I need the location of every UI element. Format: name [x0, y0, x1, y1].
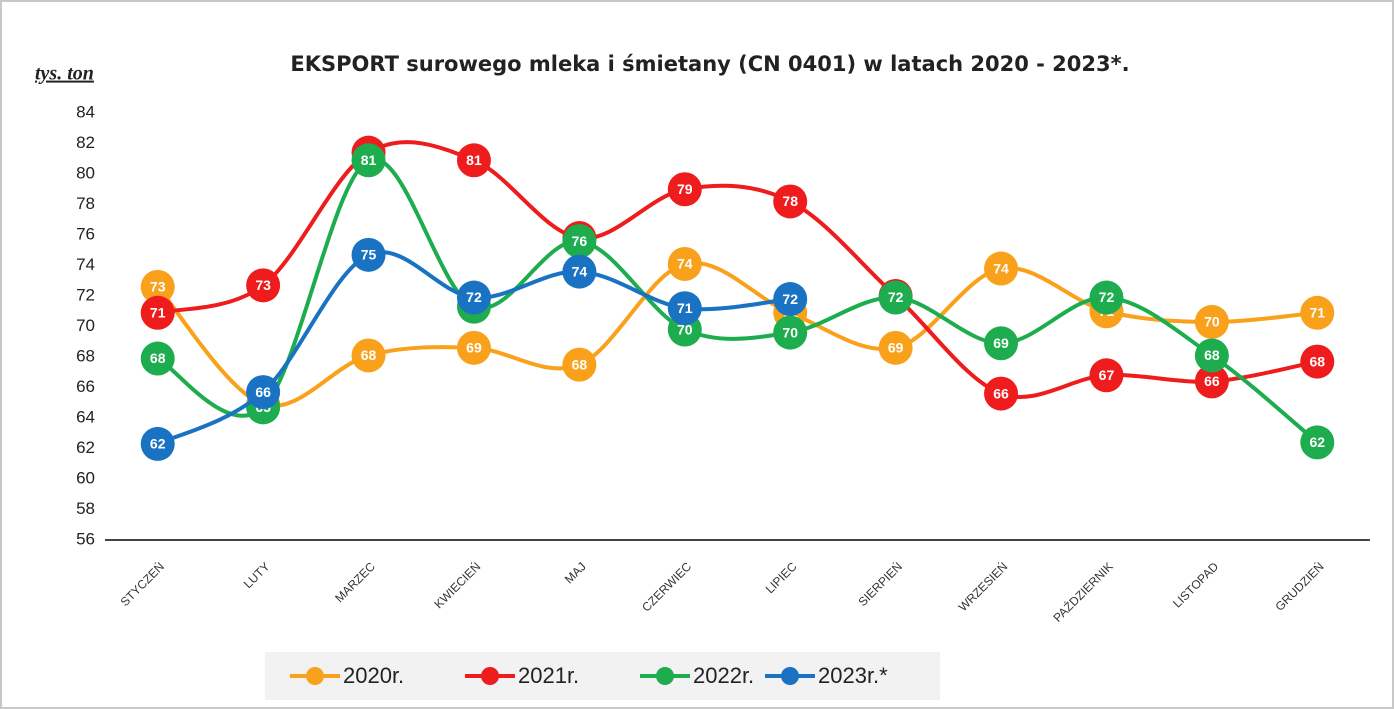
marker [246, 268, 281, 303]
marker [984, 326, 1019, 361]
data-label: 66 [993, 385, 1009, 401]
data-label: 72 [782, 291, 798, 307]
y-tick-label: 62 [76, 438, 95, 457]
marker [140, 295, 175, 330]
marker [878, 330, 913, 365]
marker [456, 280, 491, 315]
marker [773, 315, 808, 350]
legend-label: 2020r. [343, 663, 404, 688]
data-label: 72 [466, 289, 482, 305]
y-tick-label: 56 [76, 529, 95, 548]
marker [1300, 425, 1335, 460]
legend-marker [306, 667, 324, 685]
y-tick-label: 80 [76, 163, 95, 182]
marker [140, 341, 175, 376]
y-tick-label: 60 [76, 468, 95, 487]
marker [456, 143, 491, 178]
marker [984, 376, 1019, 411]
marker [1300, 344, 1335, 379]
marker [984, 251, 1019, 286]
marker [456, 330, 491, 365]
data-label: 69 [888, 340, 904, 356]
marker [351, 143, 386, 178]
data-label: 67 [1099, 367, 1115, 383]
data-label: 71 [1310, 304, 1326, 320]
legend-marker [656, 667, 674, 685]
data-label: 70 [677, 321, 693, 337]
y-tick-label: 72 [76, 285, 95, 304]
y-tick-label: 84 [76, 102, 95, 121]
data-label: 74 [677, 256, 693, 272]
marker [1089, 358, 1124, 393]
data-label: 69 [993, 335, 1009, 351]
data-label: 70 [1204, 314, 1220, 330]
legend-box [265, 652, 940, 700]
marker [773, 184, 808, 219]
y-tick-label: 68 [76, 346, 95, 365]
data-label: 73 [150, 279, 166, 295]
data-label: 66 [1204, 373, 1220, 389]
marker [140, 269, 175, 304]
data-label: 68 [361, 347, 377, 363]
marker [562, 347, 597, 382]
data-label: 81 [466, 152, 482, 168]
data-label: 62 [1310, 434, 1326, 450]
y-tick-label: 64 [76, 407, 95, 426]
marker [246, 375, 281, 410]
data-label: 68 [1204, 347, 1220, 363]
y-tick-label: 66 [76, 377, 95, 396]
marker [878, 280, 913, 315]
data-label: 66 [255, 384, 271, 400]
data-label: 79 [677, 181, 693, 197]
y-tick-label: 74 [76, 255, 95, 274]
marker [667, 291, 702, 326]
y-tick-label: 78 [76, 194, 95, 213]
marker [1300, 295, 1335, 330]
marker [140, 426, 175, 461]
marker [1194, 304, 1229, 339]
y-tick-label: 70 [76, 316, 95, 335]
data-label: 72 [1099, 289, 1115, 305]
y-tick-label: 82 [76, 133, 95, 152]
legend-marker [781, 667, 799, 685]
marker [667, 246, 702, 281]
data-label: 71 [150, 304, 166, 320]
chart-title: EKSPORT surowego mleka i śmietany (CN 04… [290, 52, 1129, 76]
data-label: 68 [1310, 353, 1326, 369]
data-label: 68 [572, 356, 588, 372]
legend-label: 2021r. [518, 663, 579, 688]
marker [562, 254, 597, 289]
data-label: 72 [888, 289, 904, 305]
marker [1089, 280, 1124, 315]
marker [773, 282, 808, 317]
marker [351, 338, 386, 373]
y-tick-label: 76 [76, 224, 95, 243]
data-label: 81 [361, 152, 377, 168]
legend-label: 2023r.* [818, 663, 888, 688]
data-label: 74 [993, 260, 1009, 276]
data-label: 70 [782, 324, 798, 340]
legend-marker [481, 667, 499, 685]
marker [562, 224, 597, 259]
data-label: 62 [150, 436, 166, 452]
data-label: 74 [572, 263, 588, 279]
data-label: 73 [255, 277, 271, 293]
y-tick-label: 58 [76, 499, 95, 518]
marker [351, 237, 386, 272]
data-label: 75 [361, 247, 377, 263]
marker [1194, 364, 1229, 399]
y-axis-label: tys. ton [35, 63, 94, 85]
data-label: 69 [466, 340, 482, 356]
data-label: 76 [572, 233, 588, 249]
legend-label: 2022r. [693, 663, 754, 688]
marker [667, 172, 702, 207]
data-label: 78 [782, 193, 798, 209]
data-label: 68 [150, 350, 166, 366]
data-label: 71 [677, 300, 693, 316]
marker [1194, 338, 1229, 373]
